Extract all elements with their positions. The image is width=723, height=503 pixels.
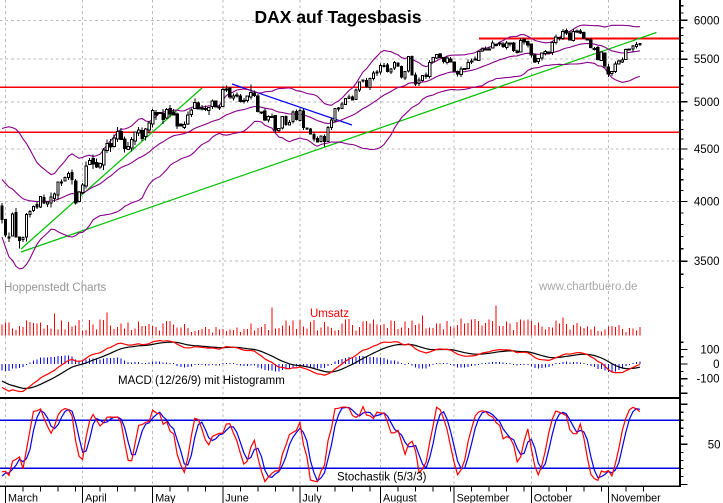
svg-text:5000: 5000 [694,97,720,109]
svg-text:May: May [155,493,176,503]
svg-text:DAX auf Tagesbasis: DAX auf Tagesbasis [255,7,422,27]
svg-text:November: November [611,493,661,503]
svg-text:-100: -100 [696,374,719,386]
svg-text:4500: 4500 [694,144,720,156]
svg-text:5500: 5500 [694,54,720,66]
svg-text:3500: 3500 [694,256,720,268]
svg-text:4000: 4000 [694,197,720,209]
svg-text:0: 0 [713,359,719,371]
svg-text:MACD (12/26/9) mit Histogramm: MACD (12/26/9) mit Histogramm [118,375,285,387]
svg-text:July: July [302,493,322,503]
svg-text:6000: 6000 [694,15,720,27]
svg-text:April: April [85,493,107,503]
svg-text:Hoppenstedt Charts: Hoppenstedt Charts [4,282,107,294]
svg-text:Umsatz: Umsatz [310,308,349,320]
svg-text:www.chartbuero.de: www.chartbuero.de [538,281,637,293]
svg-text:September: September [457,493,510,503]
svg-text:50: 50 [708,439,721,451]
svg-text:June: June [225,493,248,503]
svg-text:October: October [534,493,573,503]
svg-text:100: 100 [700,345,719,357]
svg-text:Stochastik (5/3/3): Stochastik (5/3/3) [337,472,427,484]
svg-text:August: August [383,493,417,503]
svg-text:March: March [8,493,38,503]
